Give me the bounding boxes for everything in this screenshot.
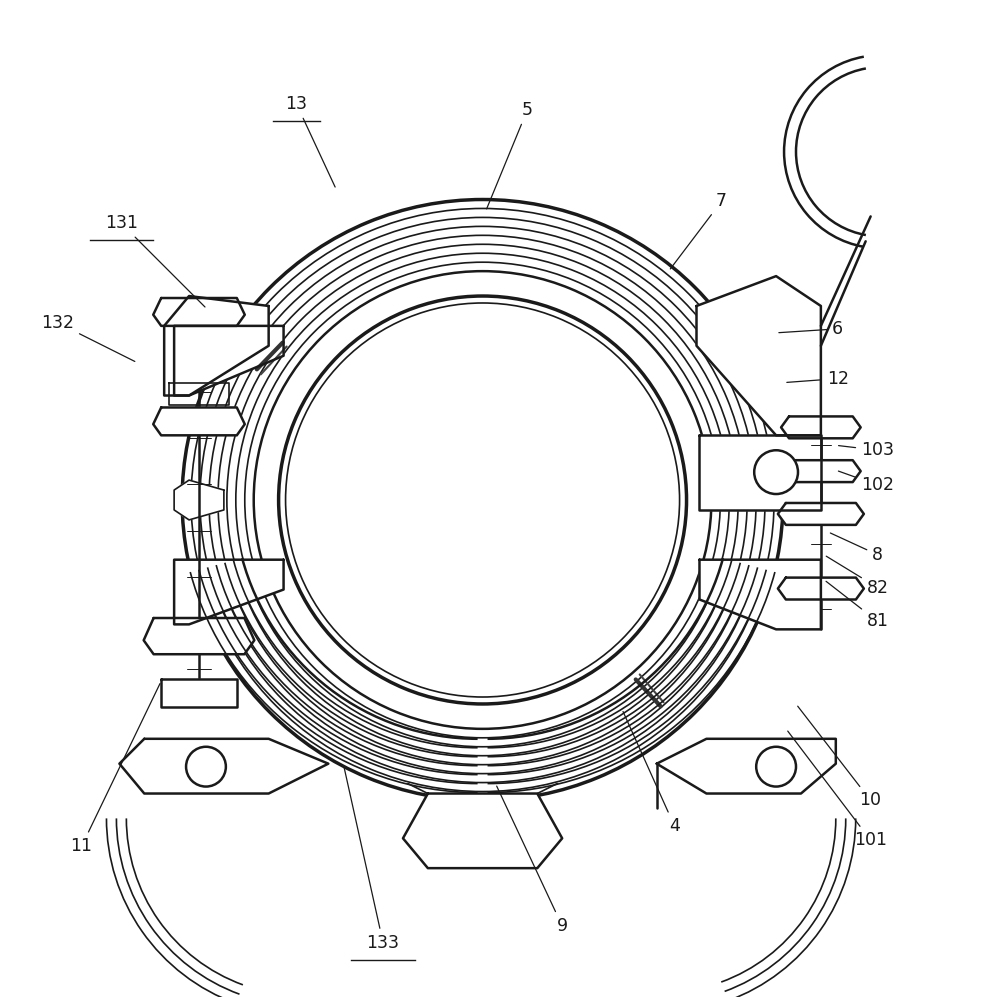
Text: 10: 10 (797, 706, 881, 809)
Text: 132: 132 (41, 314, 135, 361)
Polygon shape (161, 679, 237, 707)
Text: 5: 5 (486, 101, 533, 209)
Polygon shape (119, 739, 328, 794)
Text: 4: 4 (622, 711, 679, 835)
Polygon shape (153, 298, 245, 326)
Polygon shape (780, 416, 860, 438)
Polygon shape (777, 578, 863, 599)
Text: 6: 6 (778, 320, 843, 338)
Polygon shape (174, 480, 224, 520)
Text: 12: 12 (786, 370, 848, 388)
Polygon shape (403, 794, 562, 868)
Polygon shape (153, 407, 245, 435)
Polygon shape (696, 276, 820, 435)
Polygon shape (174, 326, 283, 396)
Polygon shape (164, 296, 268, 396)
Text: 133: 133 (344, 766, 400, 952)
Text: 131: 131 (104, 214, 205, 307)
Circle shape (186, 747, 226, 787)
Circle shape (753, 450, 797, 494)
Text: 8: 8 (830, 533, 883, 564)
Text: 82: 82 (825, 556, 888, 597)
Polygon shape (780, 460, 860, 482)
Text: 102: 102 (838, 471, 894, 494)
Text: 13: 13 (285, 95, 335, 187)
Text: 81: 81 (825, 581, 888, 630)
Circle shape (755, 747, 795, 787)
Polygon shape (143, 618, 254, 654)
Text: 7: 7 (670, 192, 727, 269)
Text: 9: 9 (496, 786, 568, 935)
Polygon shape (777, 503, 863, 525)
Text: 11: 11 (71, 684, 160, 855)
Polygon shape (656, 739, 835, 794)
Polygon shape (174, 560, 283, 624)
Polygon shape (699, 560, 820, 629)
Polygon shape (699, 435, 820, 510)
Text: 103: 103 (838, 441, 894, 459)
Text: 101: 101 (787, 731, 887, 849)
